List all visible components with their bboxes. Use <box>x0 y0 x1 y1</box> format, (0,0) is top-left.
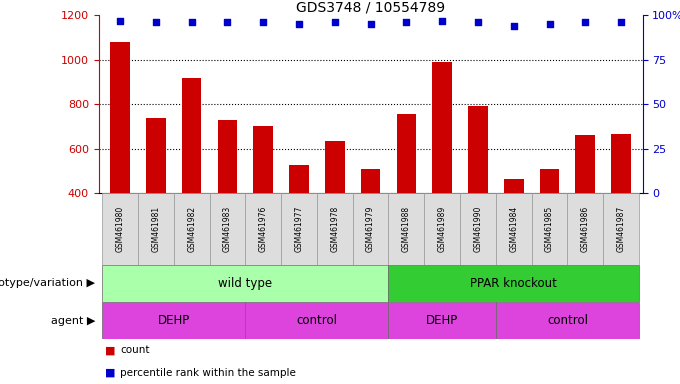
Bar <box>138 193 174 265</box>
Point <box>615 20 626 26</box>
Bar <box>361 169 380 193</box>
Text: agent ▶: agent ▶ <box>51 316 95 326</box>
Text: GSM461980: GSM461980 <box>116 206 124 252</box>
Title: GDS3748 / 10554789: GDS3748 / 10554789 <box>296 0 445 14</box>
Bar <box>254 126 273 193</box>
Text: ■: ■ <box>105 368 116 378</box>
Bar <box>289 165 309 193</box>
Bar <box>496 193 532 265</box>
Bar <box>603 193 639 265</box>
Text: GSM461981: GSM461981 <box>152 206 160 252</box>
Bar <box>218 120 237 193</box>
Point <box>437 18 447 24</box>
Text: PPAR knockout: PPAR knockout <box>471 277 557 290</box>
Bar <box>468 106 488 193</box>
Text: GSM461983: GSM461983 <box>223 206 232 252</box>
Bar <box>245 302 388 339</box>
Text: GSM461985: GSM461985 <box>545 206 554 252</box>
Text: DEHP: DEHP <box>158 314 190 327</box>
Bar <box>325 141 345 193</box>
Text: GSM461979: GSM461979 <box>366 206 375 252</box>
Text: genotype/variation ▶: genotype/variation ▶ <box>0 278 95 288</box>
Bar <box>102 302 245 339</box>
Text: GSM461982: GSM461982 <box>187 206 196 252</box>
Bar <box>317 193 353 265</box>
Point <box>473 20 483 26</box>
Text: control: control <box>547 314 588 327</box>
Bar <box>182 78 201 193</box>
Point <box>580 20 591 26</box>
Text: GSM461987: GSM461987 <box>617 206 626 252</box>
Bar <box>540 169 560 193</box>
Bar <box>281 193 317 265</box>
Point <box>401 20 412 26</box>
Text: GSM461986: GSM461986 <box>581 206 590 252</box>
Text: GSM461988: GSM461988 <box>402 206 411 252</box>
Point <box>115 18 126 24</box>
Bar <box>504 179 524 193</box>
Bar <box>102 193 138 265</box>
Bar <box>110 42 130 193</box>
Text: GSM461989: GSM461989 <box>438 206 447 252</box>
Text: GSM461977: GSM461977 <box>294 206 303 252</box>
Bar <box>532 193 567 265</box>
Point <box>186 20 197 26</box>
Text: GSM461990: GSM461990 <box>473 206 483 252</box>
Bar <box>424 193 460 265</box>
Text: GSM461976: GSM461976 <box>258 206 268 252</box>
Text: control: control <box>296 314 337 327</box>
Point <box>509 23 520 29</box>
Bar <box>432 62 452 193</box>
Text: wild type: wild type <box>218 277 273 290</box>
Bar <box>388 193 424 265</box>
Point <box>150 20 161 26</box>
Point <box>544 21 555 27</box>
Text: GSM461984: GSM461984 <box>509 206 518 252</box>
Bar <box>146 118 166 193</box>
Text: GSM461978: GSM461978 <box>330 206 339 252</box>
Point <box>222 20 233 26</box>
Point <box>258 20 269 26</box>
Bar <box>102 265 388 302</box>
Bar <box>611 134 631 193</box>
Bar <box>575 135 595 193</box>
Bar <box>209 193 245 265</box>
Text: count: count <box>120 345 150 355</box>
Bar <box>567 193 603 265</box>
Bar <box>353 193 388 265</box>
Bar <box>396 114 416 193</box>
Text: DEHP: DEHP <box>426 314 458 327</box>
Bar <box>245 193 281 265</box>
Text: percentile rank within the sample: percentile rank within the sample <box>120 368 296 378</box>
Text: ■: ■ <box>105 345 116 355</box>
Bar <box>388 265 639 302</box>
Bar <box>460 193 496 265</box>
Point <box>294 21 305 27</box>
Point <box>329 20 340 26</box>
Point <box>365 21 376 27</box>
Bar <box>388 302 496 339</box>
Bar <box>496 302 639 339</box>
Bar <box>174 193 209 265</box>
